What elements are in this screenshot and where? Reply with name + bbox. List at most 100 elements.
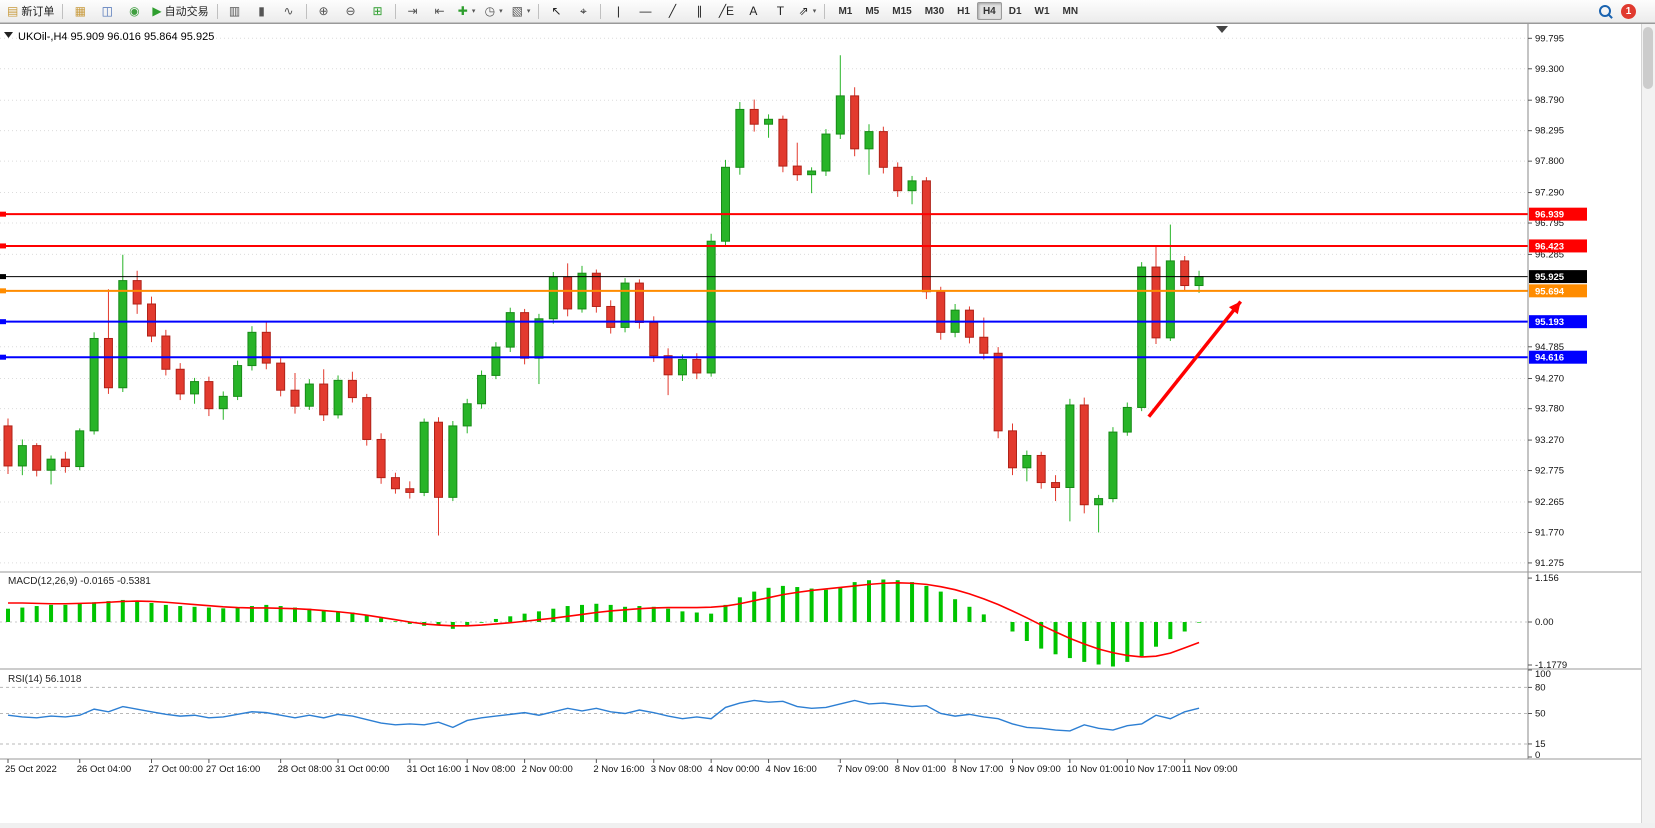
alerts-icon-button[interactable]: ◉ [121,1,147,21]
arrows-icon-button[interactable]: ⇗ ▾ [794,1,820,21]
vertical-line-icon: | [616,4,620,18]
candle [1022,454,1032,469]
cursor-icon-button[interactable]: ↖ [543,1,569,21]
chart-area[interactable]: UKOil-,H4 95.909 96.016 95.864 95.925 99.… [0,23,1655,823]
zoom-in-icon-button[interactable]: ⊕ [311,1,337,21]
periods-icon-button[interactable]: ◷ ▾ [481,1,507,21]
candle [362,397,372,440]
horizontal-line-icon-button[interactable]: ― [632,1,658,21]
candle [1108,431,1118,500]
notification-badge[interactable]: 1 [1621,3,1636,19]
price-axis-label: 93.780 [1535,404,1564,415]
new-order-button[interactable]: ▤ 新订单 [3,1,58,21]
trendline-icon-button[interactable]: ╱ [659,1,685,21]
timeframe-m15[interactable]: M15 [892,5,912,17]
price-axis-label: 99.795 [1535,33,1564,44]
charts-icon-button[interactable]: ▦ [67,1,93,21]
rsi-axis-label: 15 [1535,739,1546,750]
candle [878,131,888,168]
symbol-dropdown-icon[interactable] [4,32,13,38]
toolbar-separator [600,3,602,19]
line-start-marker [0,288,6,294]
candle [477,374,487,405]
timeframe-h1[interactable]: H1 [957,5,970,17]
time-axis-label: 8 Nov 01:00 [895,764,946,775]
toolbar-separator [62,3,64,19]
candle [247,331,257,367]
candle [1094,498,1104,506]
candle [376,438,386,479]
trend-arrow[interactable] [1147,300,1243,418]
candle [864,131,874,150]
candle [893,166,903,192]
rsi-axis-label: 50 [1535,709,1546,720]
candle [89,337,99,432]
timeframe-d1[interactable]: D1 [1008,5,1022,17]
indicators-icon-button[interactable]: ✚ ▾ [454,1,480,21]
bar-chart-icon-button[interactable]: ▥ [222,1,248,21]
line-chart-icon-button[interactable]: ∿ [276,1,302,21]
horizontal-line-icon: ― [639,4,652,18]
timeframe-mn[interactable]: MN [1062,5,1079,17]
fibonacci-icon-button[interactable]: ╱E [713,1,739,21]
macd-axis-label: 0.00 [1535,617,1554,628]
timeframe-toolbar: M1 M5 M15 M30 H1 H4 D1 W1 MN [832,2,1084,20]
chart-shift-icon-button[interactable]: ⇤ [427,1,453,21]
auto-trading-button[interactable]: ▶ 自动交易 [148,1,212,21]
search-icon[interactable] [1598,4,1613,19]
vertical-line-icon-button[interactable]: | [605,1,631,21]
alerts-icon: ◉ [129,4,140,18]
chart-shift-marker[interactable] [1216,26,1228,33]
auto-scroll-icon-button[interactable]: ⇥ [400,1,426,21]
candle [17,445,27,467]
candle [347,379,357,399]
timeframe-h4[interactable]: H4 [976,2,1002,20]
candle [1194,276,1204,287]
time-axis-label: 10 Nov 17:00 [1124,764,1181,775]
candle [60,458,70,468]
timeframe-m1[interactable]: M1 [838,5,853,17]
text-label-icon-button[interactable]: T [767,1,793,21]
crosshair-icon-button[interactable]: ⌖ [570,1,596,21]
equidistant-channel-icon-button[interactable]: ∥ [686,1,712,21]
crosshair-icon: ⌖ [580,4,587,18]
chart-shift-icon: ⇤ [434,4,445,18]
text-icon-button[interactable]: A [740,1,766,21]
candle [319,383,329,416]
time-axis-label: 7 Nov 09:00 [837,764,888,775]
price-tag-label: 96.423 [1535,241,1564,252]
macd-axis-label: -1.1779 [1535,660,1567,671]
fibonacci-icon: ╱E [718,4,735,18]
price-axis-label: 92.265 [1535,497,1564,508]
candle [1122,406,1132,433]
price-axis-label: 96.285 [1535,249,1564,260]
vertical-scrollbar[interactable] [1641,24,1655,823]
new-order-icon: ▤ [7,4,19,18]
profiles-icon-button[interactable]: ◫ [94,1,120,21]
price-axis-label: 91.770 [1535,527,1564,538]
candlestick-chart-icon-button[interactable]: ▮ [249,1,275,21]
rsi-axis-label: 0 [1535,750,1540,761]
time-axis-label: 28 Oct 08:00 [278,764,332,775]
candle [304,383,314,407]
candle [677,358,687,376]
candle [792,165,802,176]
templates-icon-button[interactable]: ▧ ▾ [508,1,535,21]
price-chart[interactable]: UKOil-,H4 95.909 96.016 95.864 95.925 99.… [0,24,1655,823]
line-start-marker [0,211,6,217]
price-axis-label: 92.775 [1535,466,1564,477]
zoom-out-icon-button[interactable]: ⊖ [338,1,364,21]
timeframe-m30[interactable]: M30 [924,5,945,17]
toolbar-buttons: ▤ 新订单 ▦ ◫ ◉ ▶ 自动交易 ▥ ▮ ∿ ⊕ ⊖ ⊞ ⇥ ⇤ ✚ ▾ ◷ ▾ ▧ ▾ ↖ ⌖ | ― ╱ ∥ ╱E A T ⇗ ▾ [3,1,828,21]
tile-windows-icon-button[interactable]: ⊞ [365,1,391,21]
text-label-icon: T [776,4,785,18]
candlestick-chart-icon: ▮ [258,4,265,18]
timeframe-m5[interactable]: M5 [865,5,880,17]
timeframe-w1[interactable]: W1 [1034,5,1050,17]
time-axis-label: 11 Nov 09:00 [1182,764,1238,775]
toolbar-separator [824,3,826,19]
tile-windows-icon: ⊞ [372,4,383,18]
time-axis-label: 3 Nov 08:00 [651,764,702,775]
scrollbar-thumb[interactable] [1643,27,1653,89]
